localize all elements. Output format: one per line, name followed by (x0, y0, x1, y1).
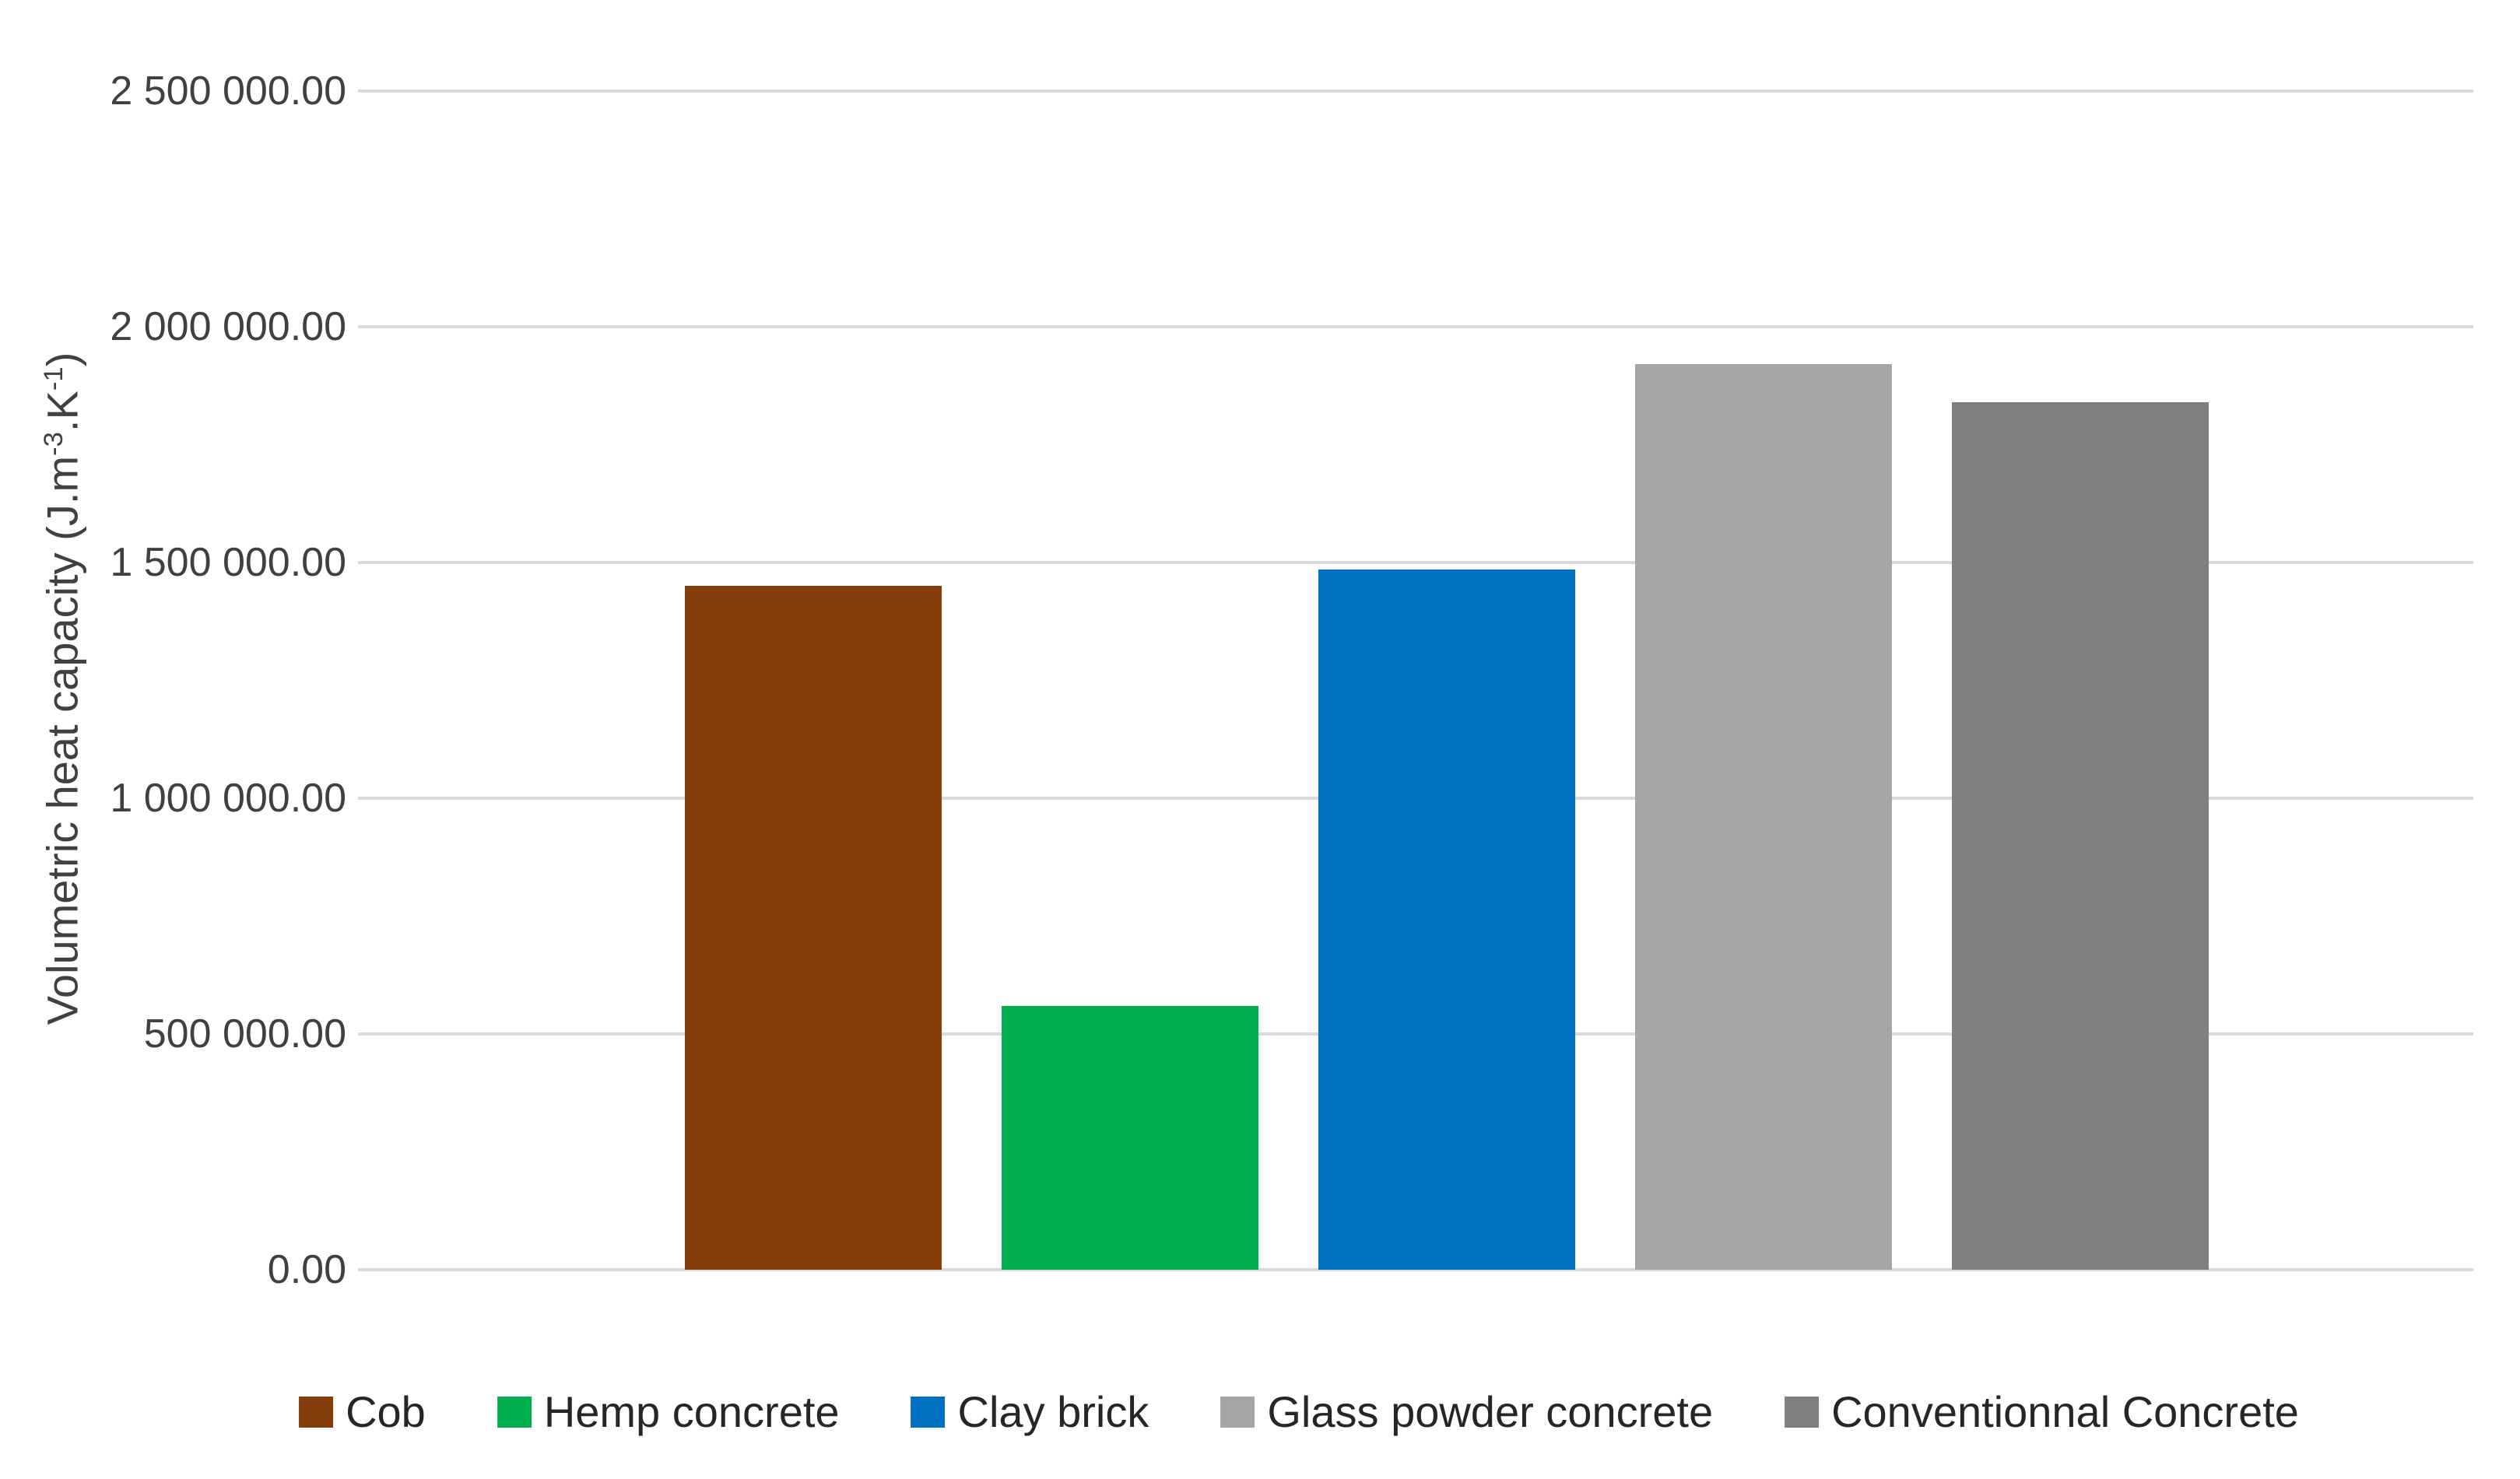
y-axis-tick-labels: 0.00 500 000.00 1 000 000.00 1 500 000.00 2 … (0, 68, 346, 1292)
legend-swatch-cob (299, 1396, 334, 1428)
legend-label: Glass powder concrete (1267, 1387, 1714, 1436)
legend: Cob Hemp concrete Clay brick Glass powder c… (299, 1386, 2299, 1437)
legend-swatch-hemp-concrete (497, 1396, 532, 1428)
legend-label: Conventionnal Concrete (1831, 1387, 2299, 1436)
bar-glass-powder-concrete (1635, 364, 1892, 1270)
legend-label: Clay brick (957, 1387, 1149, 1436)
bar-conventionnal-concrete (1952, 401, 2209, 1270)
gridline (358, 89, 2473, 93)
legend-item-cob: Cob (299, 1386, 426, 1437)
legend-item-glass-powder-concrete: Glass powder concrete (1220, 1386, 1713, 1437)
y-tick-label: 1 500 000.00 (110, 540, 346, 585)
gridline (358, 1268, 2473, 1271)
y-tick-label: 0.00 (267, 1247, 346, 1292)
y-tick-label: 500 000.00 (143, 1011, 346, 1057)
gridline (358, 561, 2473, 564)
legend-label: Cob (346, 1387, 426, 1436)
legend-swatch-glass-powder-concrete (1220, 1396, 1255, 1428)
y-tick-label: 1 000 000.00 (110, 776, 346, 821)
legend-item-hemp-concrete: Hemp concrete (497, 1386, 840, 1437)
bar-cob (685, 586, 942, 1270)
legend-label: Hemp concrete (543, 1387, 840, 1436)
legend-item-clay-brick: Clay brick (911, 1386, 1149, 1437)
gridline (358, 325, 2473, 328)
bar-clay-brick (1318, 570, 1575, 1270)
legend-swatch-clay-brick (911, 1396, 946, 1428)
plot-area (358, 89, 2473, 1271)
legend-swatch-conventionnal-concrete (1785, 1396, 1820, 1428)
y-tick-label: 2 000 000.00 (110, 304, 346, 349)
bar-hemp-concrete (1002, 1005, 1258, 1270)
y-tick-label: 2 500 000.00 (110, 68, 346, 114)
legend-item-conventionnal-concrete: Conventionnal Concrete (1785, 1386, 2299, 1437)
